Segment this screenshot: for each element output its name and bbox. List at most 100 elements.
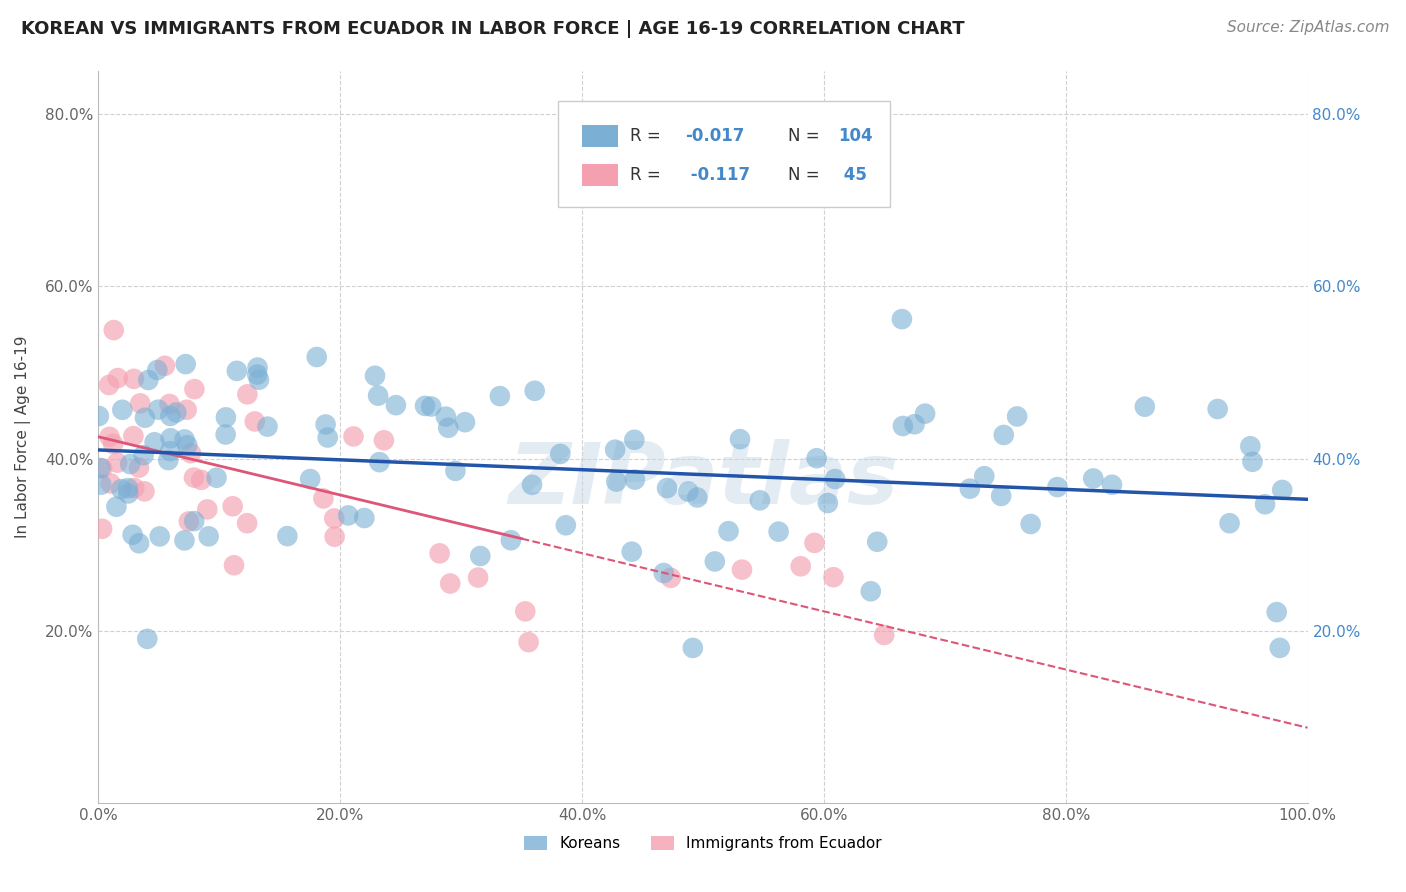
Point: [873, 628, 896, 642]
Point: [143, 435, 166, 450]
Text: 45: 45: [838, 167, 868, 185]
Point: [731, 563, 754, 577]
Point: [183, 514, 205, 528]
Point: [117, 481, 139, 495]
Point: [136, 373, 159, 387]
Point: [91, 461, 114, 475]
Text: ZIPatlas: ZIPatlas: [508, 440, 898, 523]
Point: [120, 457, 142, 471]
Point: [550, 447, 572, 461]
Point: [90, 477, 112, 491]
Point: [91, 522, 114, 536]
Point: [523, 384, 546, 398]
Point: [183, 470, 205, 484]
Point: [129, 396, 152, 410]
Point: [515, 604, 537, 618]
Point: [176, 402, 198, 417]
Point: [717, 524, 740, 538]
Point: [299, 472, 322, 486]
Text: -0.117: -0.117: [685, 167, 749, 185]
Point: [323, 511, 346, 525]
Point: [434, 409, 457, 424]
Point: [315, 417, 337, 432]
Point: [682, 640, 704, 655]
Point: [891, 419, 914, 434]
Point: [959, 482, 981, 496]
Point: [342, 429, 364, 443]
Point: [806, 451, 828, 466]
Point: [100, 476, 122, 491]
Point: [420, 400, 443, 414]
Point: [134, 410, 156, 425]
Point: [823, 570, 845, 584]
Point: [174, 357, 197, 371]
Point: [368, 455, 391, 469]
Point: [89, 461, 111, 475]
Point: [105, 456, 128, 470]
Text: Source: ZipAtlas.com: Source: ZipAtlas.com: [1226, 20, 1389, 35]
Point: [243, 415, 266, 429]
Point: [146, 363, 169, 377]
Point: [124, 481, 146, 495]
Point: [159, 431, 181, 445]
Point: [247, 373, 270, 387]
Point: [439, 576, 461, 591]
Point: [134, 484, 156, 499]
Point: [1219, 516, 1241, 531]
Point: [197, 529, 219, 543]
Point: [413, 399, 436, 413]
Point: [312, 491, 335, 506]
Point: [236, 387, 259, 401]
Point: [117, 486, 139, 500]
Point: [98, 430, 121, 444]
Point: [1019, 516, 1042, 531]
Point: [177, 514, 200, 528]
Point: [225, 364, 247, 378]
Point: [159, 397, 181, 411]
Point: [866, 534, 889, 549]
Point: [1206, 402, 1229, 417]
Y-axis label: In Labor Force | Age 16-19: In Labor Force | Age 16-19: [15, 335, 31, 539]
Point: [890, 312, 912, 326]
Point: [1265, 605, 1288, 619]
Point: [520, 478, 543, 492]
Text: 104: 104: [838, 127, 873, 145]
Point: [173, 433, 195, 447]
Point: [437, 421, 460, 435]
Point: [173, 533, 195, 548]
Point: [385, 398, 408, 412]
Point: [205, 471, 228, 485]
Point: [1005, 409, 1028, 424]
Point: [429, 546, 451, 560]
Point: [554, 518, 576, 533]
Point: [214, 427, 236, 442]
Point: [373, 434, 395, 448]
Text: R =: R =: [630, 167, 666, 185]
Point: [128, 536, 150, 550]
Point: [323, 530, 346, 544]
Point: [337, 508, 360, 523]
Point: [159, 444, 181, 458]
Point: [367, 389, 389, 403]
Point: [914, 407, 936, 421]
Point: [132, 448, 155, 462]
Point: [276, 529, 298, 543]
Point: [1133, 400, 1156, 414]
FancyBboxPatch shape: [582, 125, 619, 147]
Point: [180, 446, 202, 460]
Point: [454, 415, 477, 429]
FancyBboxPatch shape: [582, 164, 619, 186]
Point: [489, 389, 512, 403]
Point: [148, 402, 170, 417]
Point: [236, 516, 259, 531]
Point: [703, 554, 725, 568]
Point: [159, 409, 181, 423]
Point: [183, 382, 205, 396]
Text: N =: N =: [787, 127, 824, 145]
Point: [517, 635, 540, 649]
Point: [993, 428, 1015, 442]
Point: [121, 528, 143, 542]
Point: [728, 432, 751, 446]
Point: [1241, 455, 1264, 469]
Point: [110, 482, 132, 496]
